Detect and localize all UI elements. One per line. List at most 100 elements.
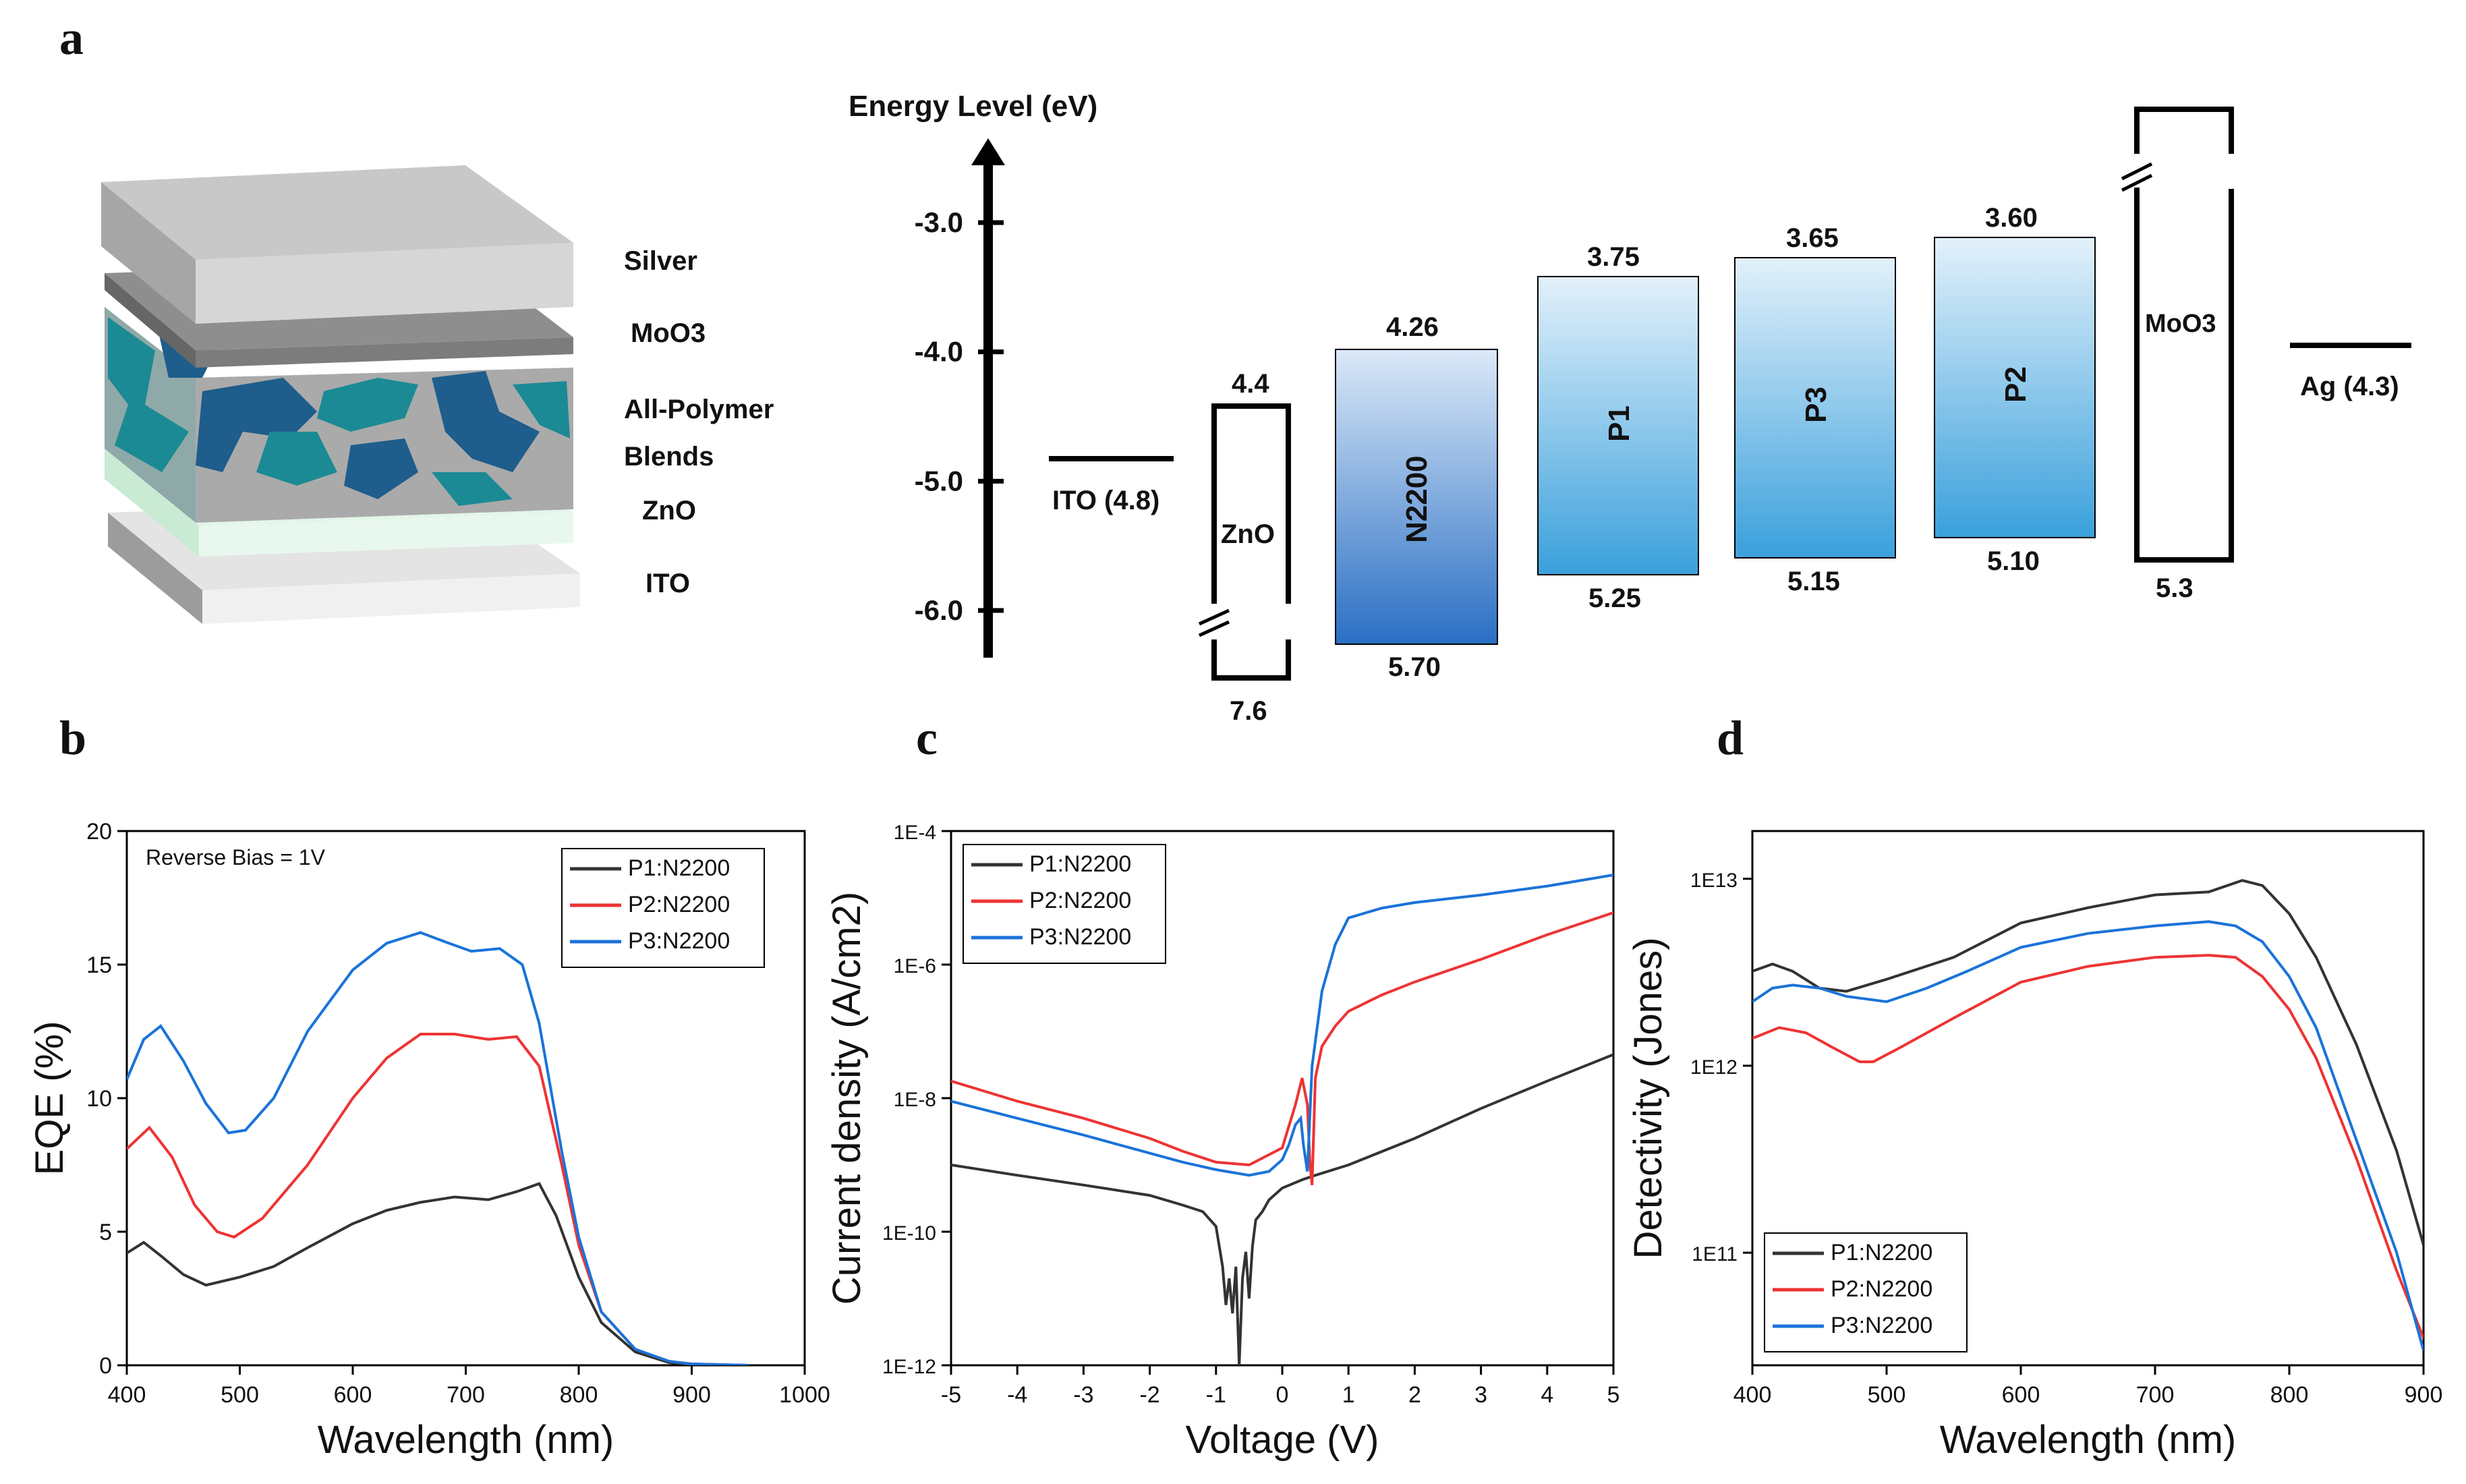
energy-axis-arrowhead [971,138,1005,165]
p1-bottom-value: 5.25 [1588,583,1641,613]
jv-series-line [951,1053,1613,1365]
device-stack [101,165,580,624]
zno-layer-front [199,513,573,556]
energy-tick-label: -4.0 [915,336,963,368]
det-y-axis-label: Detectivity (Jones) [1626,937,1670,1259]
eqe-series-line [127,931,749,1365]
det-x-tick-label: 700 [2136,1382,2175,1408]
jv-x-tick-label: -1 [1206,1382,1226,1408]
blend-domain-6 [432,371,540,472]
det-x-tick-label: 500 [1868,1382,1906,1408]
zno-label: ZnO [1221,519,1275,549]
p2-box: P2 3.60 5.10 [1934,203,2096,576]
moo3-break-mark [2121,162,2153,181]
zno-box-outline-top [1211,403,1291,604]
zno-box-outline-bottom [1211,639,1291,681]
det-y-tick-label: 1E12 [1690,1056,1738,1079]
eqe-x-tick-label: 500 [221,1382,259,1408]
jv-y-tick-label: 1E-12 [882,1356,936,1378]
det-plot-frame [1751,830,2425,1367]
jv-series-line [951,874,1613,1177]
p3-band [1734,257,1896,559]
jv-x-tick-label: 4 [1541,1382,1553,1408]
blend-domain-5 [344,438,418,499]
jv-x-tick-label: 0 [1276,1382,1289,1408]
jv-x-tick-label: -3 [1073,1382,1093,1408]
det-y-tick-label: 1E13 [1690,869,1738,892]
zno-break-mark-2 [1198,620,1230,637]
n2200-top-value: 4.26 [1386,312,1439,342]
zno-layer-side [105,449,199,556]
jv-x-tick-label: 2 [1408,1382,1421,1408]
eqe-legend-label: P2:N2200 [628,892,730,917]
p2-top-value: 3.60 [1985,203,2038,233]
det-x-tick-label: 600 [2002,1382,2040,1408]
blend-domain-3 [317,378,418,432]
panel-label-a: a [59,11,84,65]
eqe-y-tick-label: 20 [86,819,112,845]
moo3-bottom-value: 5.3 [2156,573,2193,603]
p1-top-value: 3.75 [1587,242,1640,272]
eqe-x-tick-label: 400 [108,1382,146,1408]
eqe-y-tick-label: 5 [99,1220,112,1245]
eqe-legend-label: P3:N2200 [628,928,730,954]
det-legend-label: P3:N2200 [1831,1313,1932,1338]
ito-level-label: ITO (4.8) [1052,486,1159,515]
det-legend-label: P2:N2200 [1831,1276,1932,1302]
det-series-line [1752,879,2424,1246]
blend-domain-2 [196,378,317,472]
zno-top-value: 4.4 [1232,369,1269,399]
jv-y-axis-label: Current density (A/cm2) [825,892,869,1305]
n2200-box: N2200 4.26 5.70 [1335,312,1498,682]
p1-label: P1 [1603,405,1636,442]
chart-eqe: 400 500 600 700 800 900 1000 0 5 10 15 20 Wavelength… [28,819,830,1462]
moo3-box-outline-bottom [2134,188,2234,563]
p2-label: P2 [1999,366,2032,403]
energy-tick-label: -6.0 [915,594,963,626]
det-x-tick-label: 400 [1733,1382,1772,1408]
eqe-x-tick-label: 800 [560,1382,598,1408]
moo3-box: MoO3 5.3 [2121,107,2234,603]
jv-legend-label: P1:N2200 [1029,851,1131,877]
p3-bottom-value: 5.15 [1787,567,1840,596]
moo3-layer-front [196,337,573,368]
p1-box: P1 3.75 5.25 [1537,242,1699,613]
eqe-legend-label: P1:N2200 [628,855,730,881]
jv-y-tick-label: 1E-4 [894,822,936,844]
jv-y-tick-label: 1E-6 [894,955,936,977]
p2-band [1934,237,2096,538]
p2-bottom-value: 5.10 [1987,546,2040,576]
det-x-axis-label: Wavelength (nm) [1940,1418,2236,1462]
jv-y-tick-label: 1E-8 [894,1089,936,1111]
moo3-layer-side [105,273,196,368]
jv-x-tick-label: -2 [1139,1382,1159,1408]
n2200-bottom-value: 5.70 [1388,652,1441,682]
panel-label-d: d [1717,711,1744,765]
ito-layer-side [108,513,202,624]
energy-axis-title: Energy Level (eV) [849,90,1097,123]
eqe-y-axis-label: EQE (%) [28,1021,71,1176]
zno-box: ZnO 4.4 7.6 [1198,369,1291,726]
jv-x-tick-label: -5 [941,1382,961,1408]
n2200-band [1335,349,1498,645]
energy-tick-label: -3.0 [915,206,963,238]
moo3-break-mark-2 [2121,173,2153,192]
label-ito: ITO [646,569,690,598]
p1-band [1537,276,1699,575]
blend-domain-1 [108,317,189,472]
jv-legend-label: P2:N2200 [1029,888,1131,913]
eqe-series-line [127,1182,749,1365]
eqe-y-tick-label: 0 [99,1353,112,1379]
silver-layer-front [196,243,573,324]
moo3-box-outline-top [2134,107,2234,154]
moo3-label: MoO3 [2145,310,2216,338]
label-all-polymer: All-Polymer [624,395,774,424]
jv-legend-label: P3:N2200 [1029,924,1131,950]
ag-level-label: Ag (4.3) [2300,372,2399,401]
eqe-x-tick-label: 1000 [779,1382,830,1408]
silver-layer-top [101,165,573,260]
eqe-y-tick-label: 15 [86,952,112,978]
panel-label-b: b [59,711,86,765]
jv-x-tick-label: 5 [1607,1382,1620,1408]
